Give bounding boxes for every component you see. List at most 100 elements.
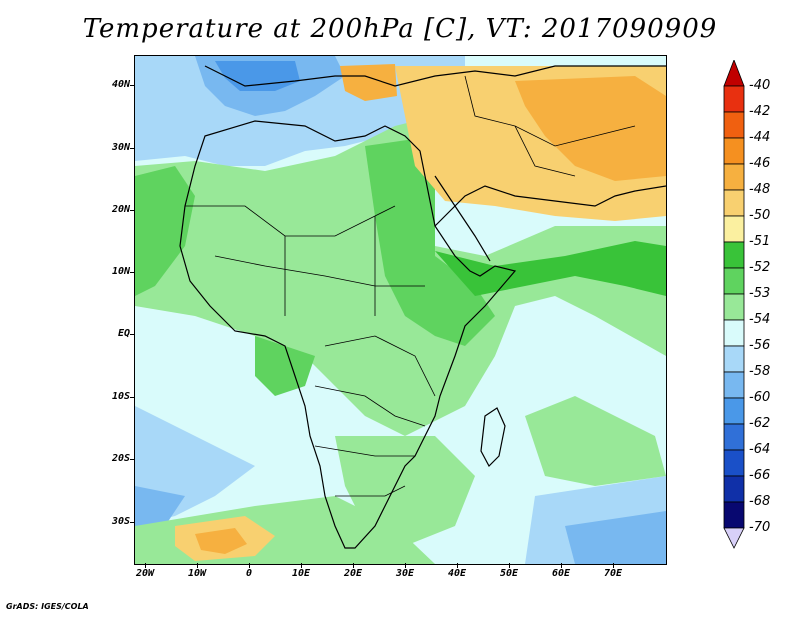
field-green-madagascar <box>525 396 666 486</box>
field-southern-africa <box>335 436 475 546</box>
colorbar-cell <box>723 293 745 321</box>
lon-tick-40e <box>457 563 458 568</box>
lat-label-10n: 10N <box>111 266 130 277</box>
lon-label-70e: 70E <box>603 568 623 579</box>
colorbar-label: -68 <box>749 494 771 509</box>
colorbar-cell <box>723 241 745 269</box>
colorbar-cells <box>723 60 745 549</box>
red-sea-coast <box>434 175 491 262</box>
border-9 <box>464 75 636 147</box>
lon-tick-60e <box>561 563 562 568</box>
lat-tick-40n <box>130 85 135 86</box>
lat-tick-30n <box>130 148 135 149</box>
field-indian-blue-dark <box>565 511 666 564</box>
borders <box>185 75 636 497</box>
lat-tick-20s <box>130 459 135 460</box>
lon-tick-70e <box>613 563 614 568</box>
field-atlantic-blue-dark <box>135 486 185 531</box>
field-green-dark-2 <box>435 241 666 296</box>
colorbar-cell <box>723 85 745 113</box>
lon-label-10w: 10W <box>187 568 207 579</box>
lon-label-50e: 50E <box>499 568 519 579</box>
colorbar-cell <box>723 501 745 529</box>
lon-label-10e: 10E <box>291 568 311 579</box>
colorbar-cell <box>723 449 745 477</box>
lat-tick-30s <box>130 522 135 523</box>
lat-label-10s: 10S <box>111 391 130 402</box>
colorbar-label: -50 <box>749 208 771 223</box>
colorbar-label: -70 <box>749 520 771 535</box>
border-5 <box>324 335 436 397</box>
colorbar-cell <box>723 215 745 243</box>
lat-label-eq: EQ <box>117 328 130 339</box>
colorbar-cap-top <box>723 60 745 87</box>
lon-label-60e: 60E <box>551 568 571 579</box>
madagascar-outline <box>480 407 506 467</box>
map-plot-area <box>134 55 667 565</box>
border-1 <box>185 205 396 237</box>
colorbar-cell <box>723 345 745 373</box>
border-2 <box>214 255 425 287</box>
colorbar-cell <box>723 267 745 295</box>
lon-tick-50e <box>509 563 510 568</box>
border-10 <box>514 125 576 177</box>
lat-tick-10n <box>130 272 135 273</box>
colorbar-label: -42 <box>749 104 771 119</box>
colorbar-label: -48 <box>749 182 771 197</box>
colorbar-label: -54 <box>749 312 771 327</box>
temperature-field <box>135 56 666 564</box>
lon-label-40e: 40E <box>447 568 467 579</box>
lat-tick-20n <box>130 210 135 211</box>
lon-tick-10w <box>197 563 198 568</box>
colorbar-label: -44 <box>749 130 771 145</box>
field-warm-aegean <box>340 64 397 101</box>
colorbar-label: -40 <box>749 78 771 93</box>
colorbar-cell <box>723 111 745 139</box>
field-gulf-green <box>255 336 315 396</box>
colorbar-cell <box>723 371 745 399</box>
colorbar <box>723 60 745 549</box>
lon-tick-30e <box>405 563 406 568</box>
africa-coastline <box>179 120 517 549</box>
colorbar-cell <box>723 319 745 347</box>
europe-coastline <box>204 65 666 87</box>
border-7 <box>314 445 415 457</box>
border-6 <box>314 385 426 427</box>
colorbar-label: -64 <box>749 442 771 457</box>
lat-tick-10s <box>130 397 135 398</box>
lat-label-20s: 20S <box>111 453 130 464</box>
lat-label-40n: 40N <box>111 79 130 90</box>
colorbar-label: -56 <box>749 338 771 353</box>
arabia-coastline <box>434 185 666 227</box>
colorbar-cell <box>723 189 745 217</box>
colorbar-label: -53 <box>749 286 771 301</box>
lon-label-30e: 30E <box>395 568 415 579</box>
colorbar-cap-bottom <box>723 527 745 549</box>
colorbar-label: -60 <box>749 390 771 405</box>
colorbar-label: -66 <box>749 468 771 483</box>
colorbar-cell <box>723 163 745 191</box>
colorbar-label: -46 <box>749 156 771 171</box>
field-green-west <box>135 166 195 296</box>
lat-label-30s: 30S <box>111 516 130 527</box>
lon-label-20w: 20W <box>135 568 155 579</box>
lon-label-20e: 20E <box>343 568 363 579</box>
colorbar-cell <box>723 137 745 165</box>
lat-tick-eq <box>130 334 135 335</box>
field-green-dark-1 <box>365 136 495 346</box>
colorbar-cell <box>723 475 745 503</box>
lon-tick-0 <box>249 563 250 568</box>
lon-tick-20w <box>145 563 146 568</box>
colorbar-cell <box>723 423 745 451</box>
footer-credit: GrADS: IGES/COLA <box>6 602 89 611</box>
colorbar-label: -62 <box>749 416 771 431</box>
colorbar-cell <box>723 397 745 425</box>
lat-label-20n: 20N <box>111 204 130 215</box>
field-blue-north-darkest <box>215 61 300 91</box>
lat-label-30n: 30N <box>111 142 130 153</box>
lon-tick-10e <box>301 563 302 568</box>
lon-tick-20e <box>353 563 354 568</box>
coastlines <box>179 65 666 549</box>
border-8 <box>335 485 406 497</box>
colorbar-label: -52 <box>749 260 771 275</box>
